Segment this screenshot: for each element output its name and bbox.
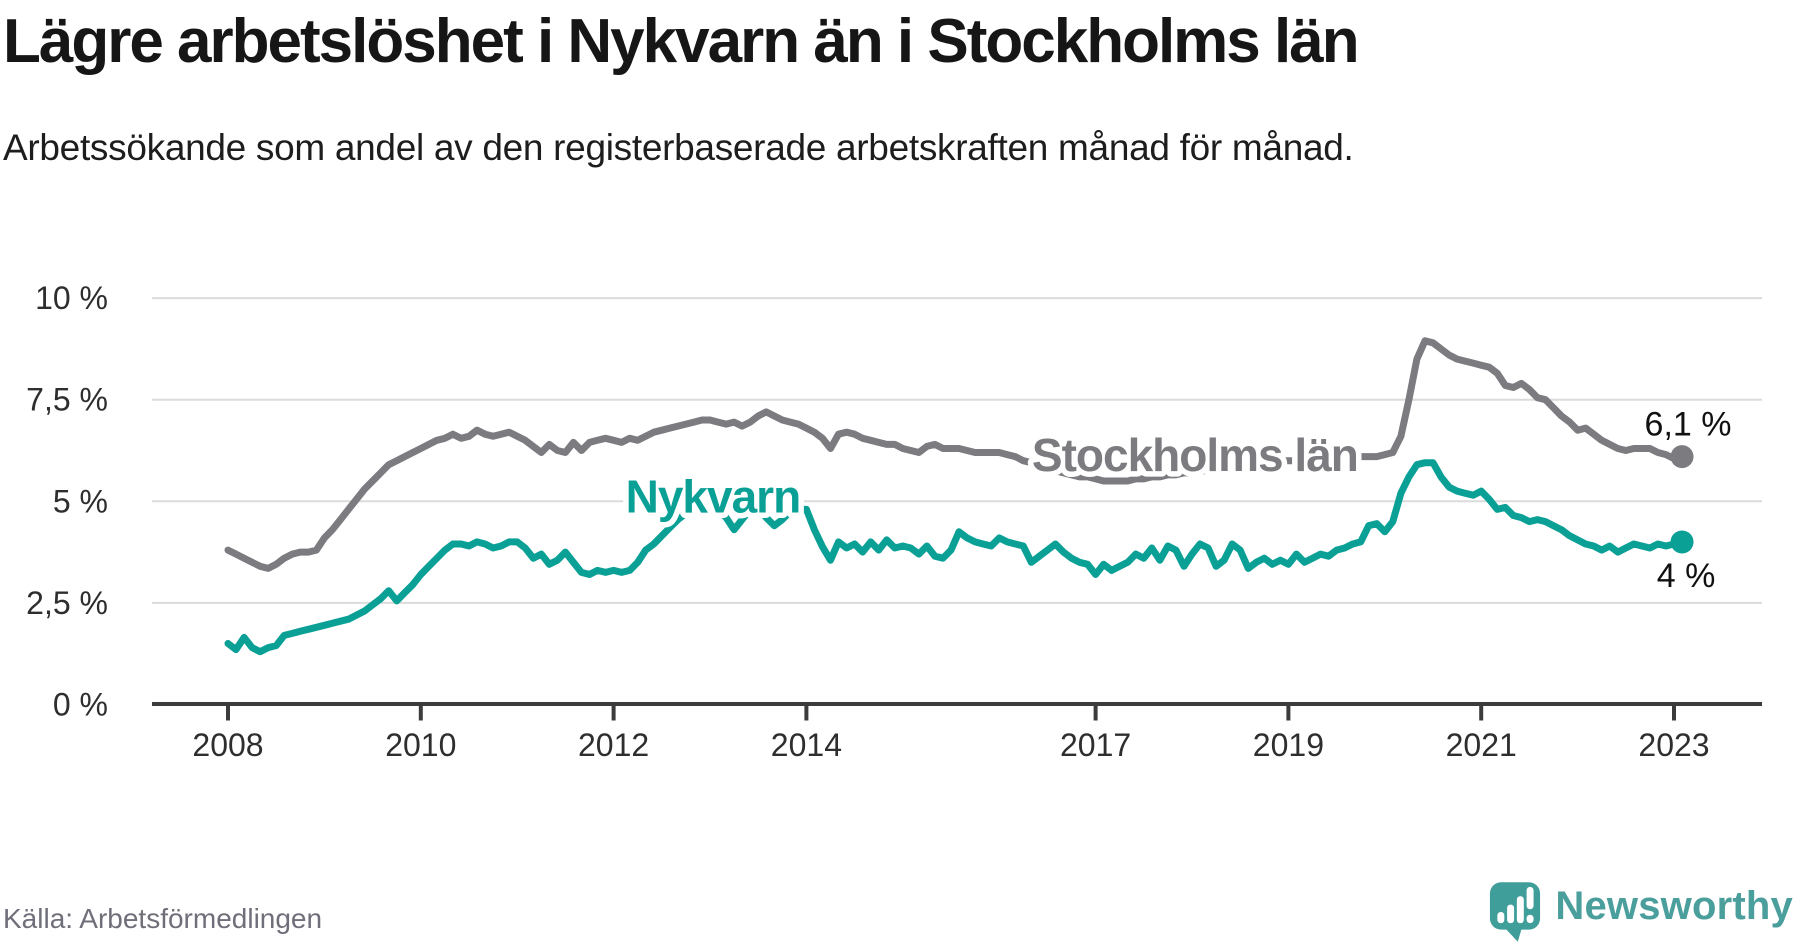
y-axis-tick-label: 7,5 % <box>26 382 108 418</box>
series-line-stockholms-län <box>224 337 1686 572</box>
y-axis-tick-label: 0 % <box>53 687 108 723</box>
x-axis-tick-label: 2017 <box>1060 727 1131 763</box>
x-axis-tick-label: 2019 <box>1253 727 1324 763</box>
newsworthy-logo: Newsworthy <box>1489 881 1793 948</box>
x-axis-tick-label: 2012 <box>578 727 649 763</box>
series-end-dot <box>1670 445 1694 469</box>
series-end-dot <box>1670 530 1694 554</box>
x-axis-tick-label: 2023 <box>1638 727 1709 763</box>
y-axis-tick-label: 5 % <box>53 483 108 519</box>
newsworthy-wordmark: Newsworthy <box>1555 884 1793 928</box>
chart-subtitle: Arbetssökande som andel av den registerb… <box>3 127 1354 168</box>
y-axis-tick-label: 10 % <box>35 280 108 316</box>
x-axis-tick-label: 2014 <box>771 727 842 763</box>
x-axis-tick-label: 2021 <box>1446 727 1517 763</box>
series-line-nykvarn <box>224 459 1686 656</box>
series-end-value-label: 4 % <box>1657 557 1716 595</box>
series-end-value-label: 6,1 % <box>1645 406 1732 444</box>
x-axis-tick-label: 2010 <box>385 727 456 763</box>
series-label-nykvarn: Nykvarn <box>626 470 801 522</box>
x-axis-tick-label: 2008 <box>192 727 263 763</box>
source-attribution: Källa: Arbetsförmedlingen <box>3 903 323 934</box>
chart-title: Lägre arbetslöshet i Nykvarn än i Stockh… <box>3 7 1360 76</box>
y-axis-tick-label: 2,5 % <box>26 585 108 621</box>
series-label-stockholms-län: Stockholms län <box>1032 429 1358 481</box>
newsworthy-chart-bubble-icon <box>1489 881 1541 948</box>
